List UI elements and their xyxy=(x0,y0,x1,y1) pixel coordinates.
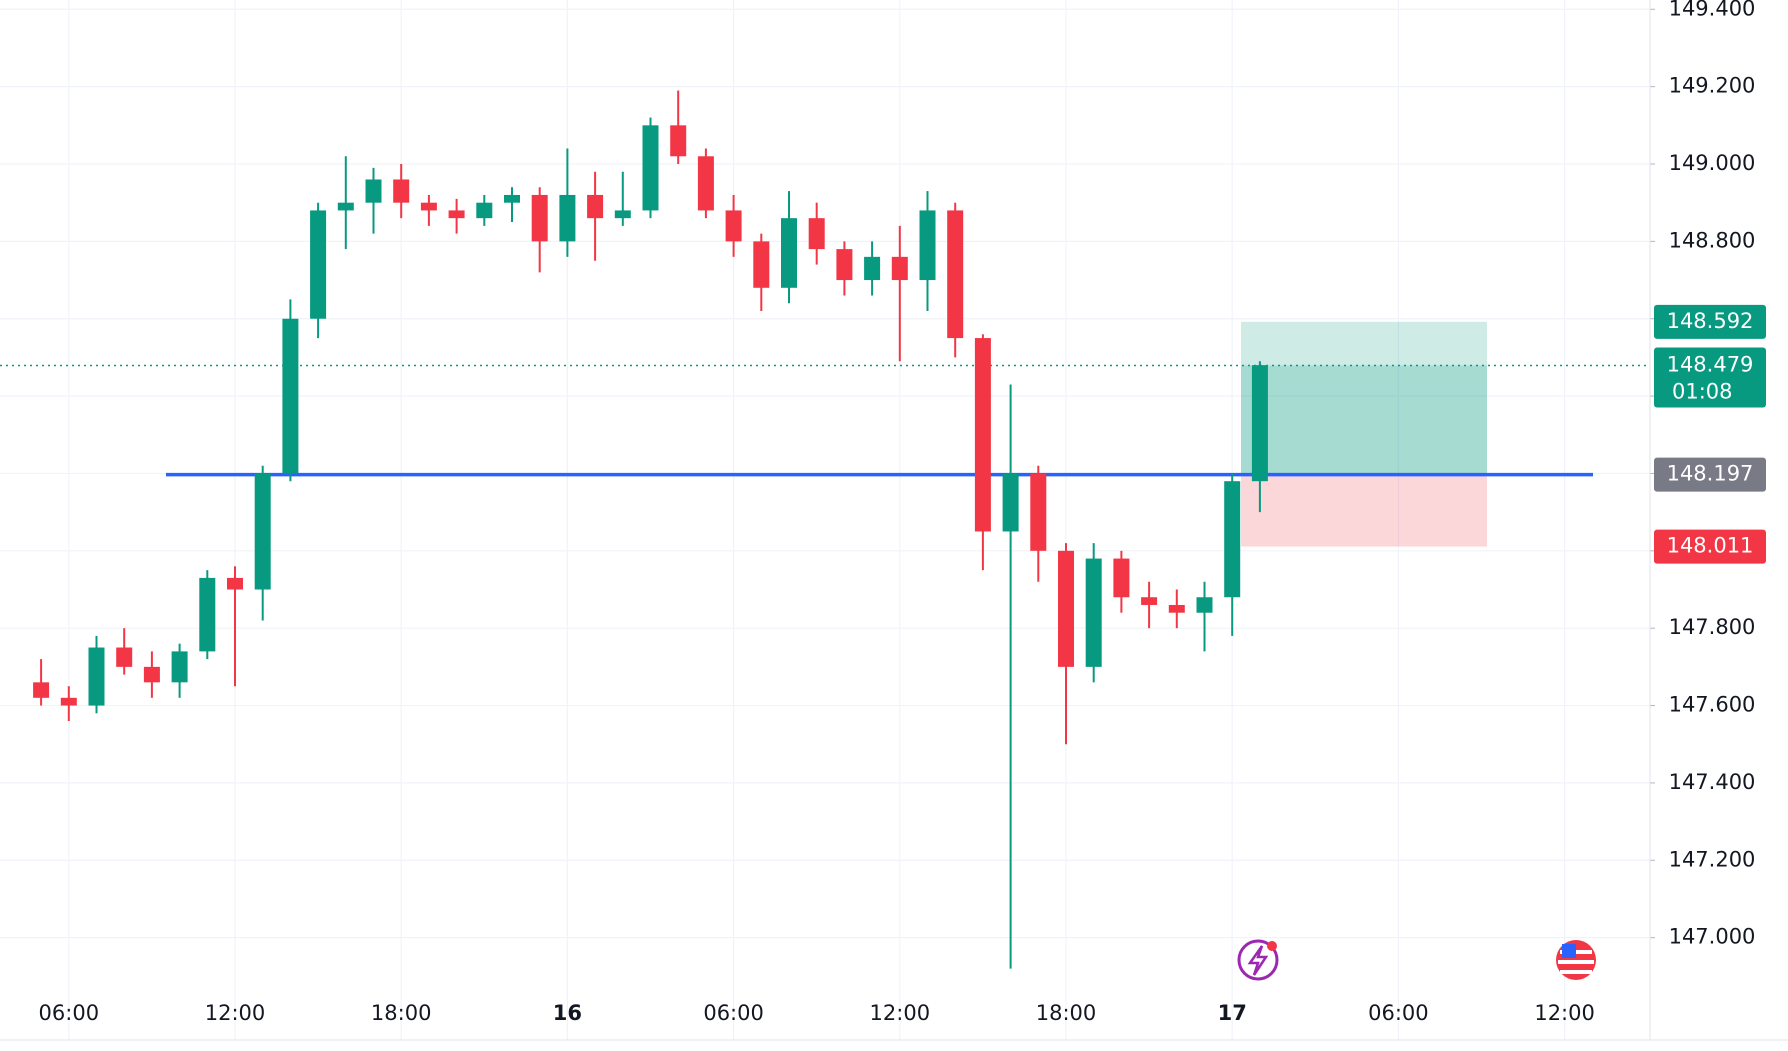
candle-body xyxy=(642,125,659,211)
x-tick-label: 06:00 xyxy=(1368,1001,1429,1025)
candle-body xyxy=(614,210,631,219)
event-dot xyxy=(1267,941,1277,951)
x-tick-label: 16 xyxy=(553,1001,582,1025)
target-badge xyxy=(1654,304,1766,339)
candle-body xyxy=(1113,558,1130,598)
candle-body xyxy=(947,210,964,339)
stop-badge xyxy=(1654,529,1766,564)
candle-body xyxy=(60,697,77,706)
candle-body xyxy=(836,249,853,281)
y-tick-label: 149.000 xyxy=(1669,151,1756,175)
y-tick-label: 147.800 xyxy=(1669,615,1756,639)
candle-body xyxy=(808,218,825,250)
candle-body xyxy=(1251,365,1268,482)
countdown: 01:08 xyxy=(1672,380,1733,404)
candle-body xyxy=(33,682,50,698)
y-tick-label: 148.800 xyxy=(1669,228,1756,252)
x-tick-label: 18:00 xyxy=(1036,1001,1097,1025)
position-tool[interactable] xyxy=(0,321,1650,547)
candle-body xyxy=(891,256,908,281)
axes: 147.000 147.200 147.400 147.600 147.800 148.0… xyxy=(39,0,1766,1025)
candle-body xyxy=(670,125,687,157)
candle-body xyxy=(587,194,604,219)
y-tick-label: 147.200 xyxy=(1669,847,1756,871)
events-icon[interactable] xyxy=(1237,939,1279,981)
candle-body xyxy=(781,218,797,288)
y-tick-label: 147.400 xyxy=(1669,770,1756,794)
y-tick-label: 147.600 xyxy=(1669,693,1756,717)
x-tick-label: 06:00 xyxy=(39,1001,100,1025)
candle-body xyxy=(1030,473,1047,551)
x-tick-label: 12:00 xyxy=(870,1001,931,1025)
candle-body xyxy=(1085,558,1102,667)
y-tick-label: 147.000 xyxy=(1669,925,1756,949)
last-price-badge-label: 148.479 xyxy=(1667,353,1754,377)
candle-body xyxy=(282,318,299,474)
candle-body xyxy=(393,179,410,203)
x-tick-label: 17 xyxy=(1218,1001,1247,1025)
entry-badge-label: 148.197 xyxy=(1667,462,1754,486)
x-tick-label: 18:00 xyxy=(371,1001,432,1025)
candle-body xyxy=(448,210,465,219)
y-tick-label: 149.200 xyxy=(1669,74,1756,98)
target-badge-label: 148.592 xyxy=(1667,309,1754,333)
candles xyxy=(33,90,1268,969)
candle-body xyxy=(116,647,133,667)
flag-stripe xyxy=(1560,970,1592,974)
grid xyxy=(0,0,1650,1040)
candle-body xyxy=(974,338,991,532)
candle-body xyxy=(753,241,770,288)
x-tick-label: 12:00 xyxy=(1534,1001,1595,1025)
candle-body xyxy=(919,210,936,281)
candle-body xyxy=(697,156,714,211)
flag-stripe xyxy=(1558,960,1594,964)
event-circle[interactable] xyxy=(1237,939,1279,981)
candle-body xyxy=(1058,550,1074,667)
candle-body xyxy=(864,256,881,281)
stop-badge-label: 148.011 xyxy=(1667,534,1754,558)
candle-body xyxy=(1168,604,1185,613)
candle-body xyxy=(254,473,271,590)
candle-body xyxy=(1141,597,1158,605)
candle-body xyxy=(1224,481,1241,598)
candle-body xyxy=(725,210,742,242)
flag-icon[interactable] xyxy=(1556,940,1596,980)
candle-body xyxy=(1002,473,1019,532)
candle-body xyxy=(1196,597,1213,613)
profit-fill[interactable] xyxy=(1241,365,1487,475)
x-tick-label: 06:00 xyxy=(703,1001,764,1025)
candle-body xyxy=(143,666,160,683)
candle-body xyxy=(476,202,493,219)
y-tick-label: 149.400 xyxy=(1669,0,1756,20)
candle-body xyxy=(504,194,520,203)
x-tick-label: 12:00 xyxy=(205,1001,266,1025)
entry-badge xyxy=(1654,457,1766,492)
candle-body xyxy=(310,210,327,319)
target-zone[interactable] xyxy=(1241,321,1487,475)
candle-body xyxy=(559,194,576,242)
candle-body xyxy=(88,647,105,706)
candle-body xyxy=(171,651,188,683)
lightning-icon xyxy=(1247,945,1269,976)
last-price-badge xyxy=(1654,347,1766,408)
flag-canton xyxy=(1562,944,1576,958)
stop-zone[interactable] xyxy=(1241,474,1487,547)
candle-body xyxy=(531,194,548,242)
candle-body xyxy=(365,179,382,203)
candle-body xyxy=(227,577,243,590)
candle-body xyxy=(337,202,354,211)
candle-body xyxy=(199,577,216,652)
candle-body xyxy=(420,202,437,211)
